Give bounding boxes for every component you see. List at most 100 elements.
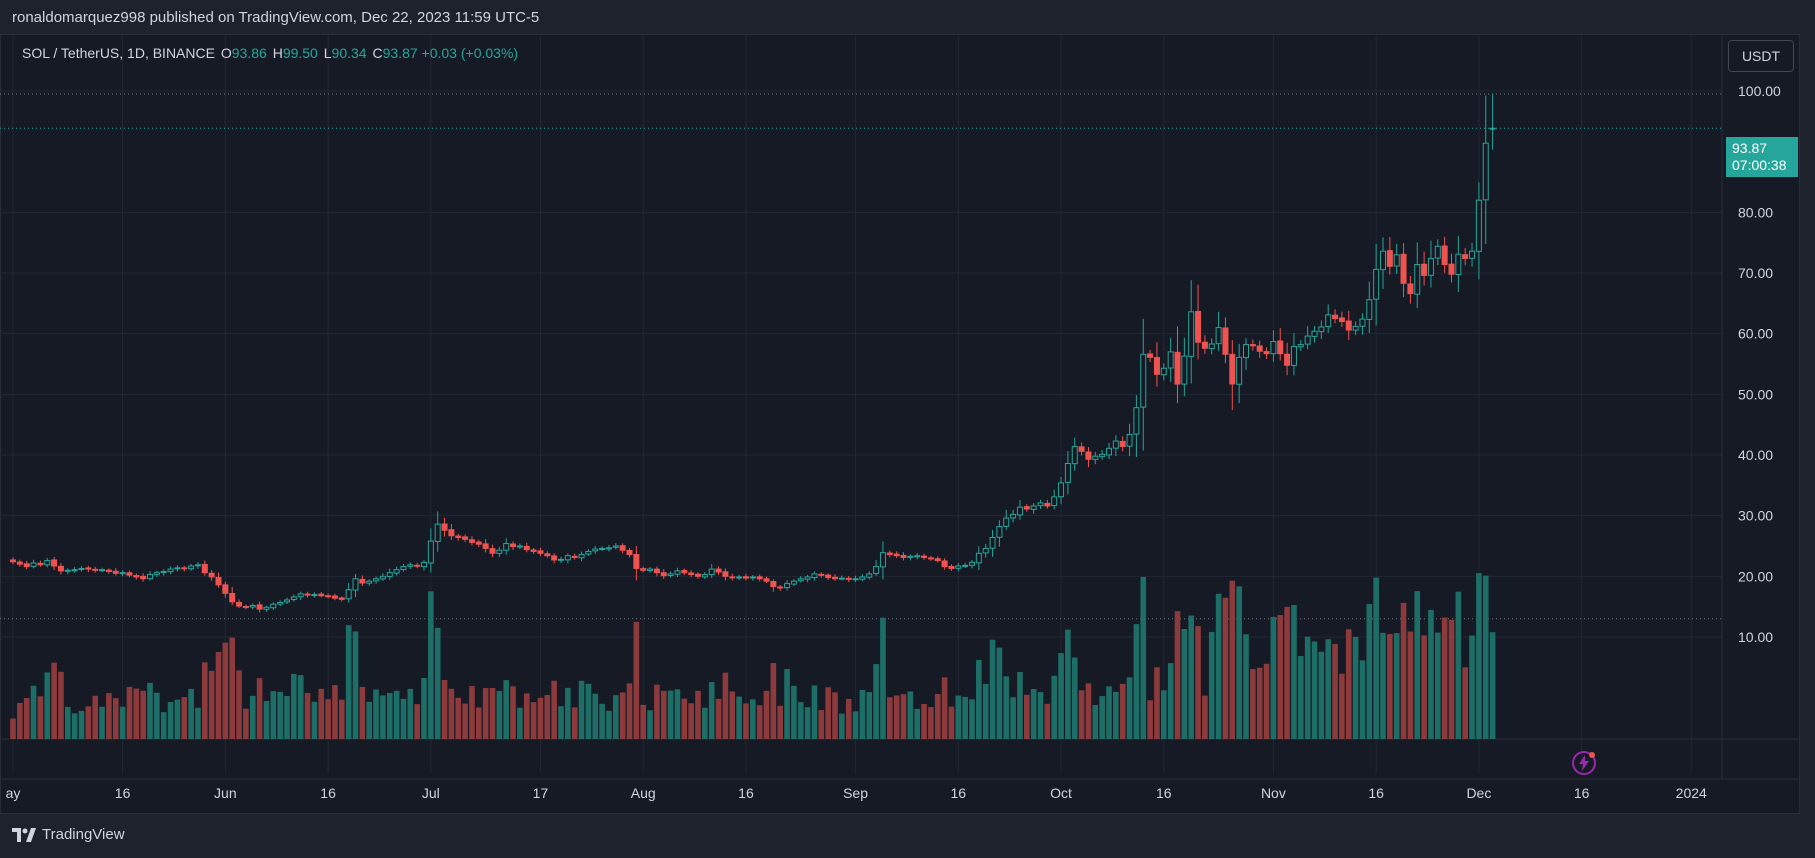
volume-bar	[551, 680, 557, 739]
candle-body	[85, 567, 92, 570]
candle-body	[1071, 446, 1078, 465]
volume-bar	[304, 693, 311, 739]
candle-body	[119, 572, 126, 575]
x-tick-label: 16	[738, 785, 754, 801]
candle-body	[1201, 341, 1208, 349]
y-tick-label: 10.00	[1738, 629, 1773, 645]
candle-body	[1208, 343, 1215, 350]
currency-button[interactable]: USDT	[1728, 40, 1794, 72]
candle-body	[133, 575, 140, 578]
x-tick-label: 16	[1368, 785, 1384, 801]
volume-bar	[270, 691, 277, 739]
volume-bar	[503, 680, 509, 739]
volume-bar	[1119, 683, 1126, 739]
volume-bar	[565, 687, 571, 739]
candle-body	[1188, 311, 1195, 357]
volume-bar	[770, 663, 777, 739]
volume-bar	[592, 693, 599, 739]
volume-bar	[1167, 663, 1174, 739]
volume-bar	[181, 697, 188, 739]
x-tick-label: 16	[115, 785, 131, 801]
candle-body	[448, 529, 455, 537]
volume-bar	[99, 706, 105, 739]
volume-bar	[962, 696, 968, 739]
candle-body	[1058, 482, 1065, 498]
volume-bar	[606, 710, 612, 739]
volume-bar	[756, 705, 763, 739]
price-chart[interactable]: 10.00 20.00 30.00 40.00 50.00 60.00 70.00 80.00…	[0, 34, 1800, 814]
volume-bar	[654, 684, 660, 739]
candle-body	[1051, 496, 1058, 507]
volume-bar	[1037, 692, 1044, 739]
volume-bar	[1373, 577, 1379, 739]
candle-body	[551, 555, 558, 561]
candle-body	[270, 603, 277, 609]
candle-body	[1119, 440, 1126, 448]
volume-bar	[496, 690, 503, 739]
volume-bar	[1469, 635, 1475, 739]
volume-bar	[1380, 632, 1386, 739]
candle-body	[763, 578, 770, 582]
candle-body	[1277, 340, 1284, 355]
candle-body	[845, 577, 852, 580]
candle-body	[1380, 250, 1386, 271]
volume-bar	[845, 698, 852, 739]
volume-bar	[955, 695, 962, 739]
x-tick-label: 16	[1574, 785, 1590, 801]
legend-high-label: H	[272, 45, 283, 61]
volume-bar	[1435, 632, 1441, 739]
volume-bar	[1017, 671, 1023, 739]
candle-body	[742, 576, 749, 579]
lightning-icon[interactable]	[1571, 750, 1597, 776]
volume-bar	[393, 690, 400, 739]
candle-body	[599, 547, 606, 550]
candle-body	[859, 576, 866, 580]
x-tick-label: Jul	[422, 785, 440, 801]
volume-bar	[1071, 657, 1078, 739]
candle-body	[1030, 505, 1037, 510]
volume-bar	[688, 703, 694, 739]
candle-body	[681, 569, 688, 574]
candle-body	[1332, 314, 1339, 320]
candle-body	[955, 565, 962, 569]
tradingview-logo-icon[interactable]	[12, 827, 36, 842]
volume-bar	[804, 707, 811, 739]
volume-bar	[469, 686, 475, 739]
candle-body	[564, 555, 571, 561]
candle-body	[427, 540, 434, 564]
volume-bar	[311, 701, 318, 739]
candle-body	[92, 568, 99, 571]
volume-bar	[1387, 634, 1393, 739]
candle-body	[811, 573, 818, 579]
candle-body	[1407, 283, 1414, 295]
volume-bar	[626, 683, 633, 739]
volume-bar	[1421, 635, 1427, 739]
candle-body	[311, 594, 318, 597]
candle-body	[1448, 263, 1455, 275]
volume-bar	[1113, 691, 1119, 739]
footer-brand[interactable]: TradingView	[42, 826, 125, 843]
candle-body	[352, 578, 359, 591]
volume-bar	[674, 689, 681, 739]
candle-body	[475, 541, 482, 545]
volume-bar	[154, 692, 160, 739]
volume-bar	[256, 678, 263, 739]
candle-body	[1092, 455, 1099, 460]
volume-bar	[297, 675, 304, 739]
volume-bar	[44, 672, 51, 739]
volume-bar	[1277, 615, 1284, 739]
volume-bar	[996, 647, 1003, 739]
candle-body	[1318, 326, 1325, 333]
volume-bar	[126, 686, 133, 739]
volume-bar	[133, 688, 140, 739]
candle-body	[1270, 341, 1277, 355]
volume-bar	[1174, 611, 1181, 739]
candle-body	[441, 523, 448, 531]
volume-bar	[667, 690, 674, 739]
volume-bar	[1215, 593, 1222, 739]
volume-bar	[1263, 663, 1270, 739]
candle-body	[64, 569, 71, 572]
candle-body	[530, 549, 537, 552]
volume-bar	[58, 671, 64, 739]
candle-body	[194, 564, 201, 567]
